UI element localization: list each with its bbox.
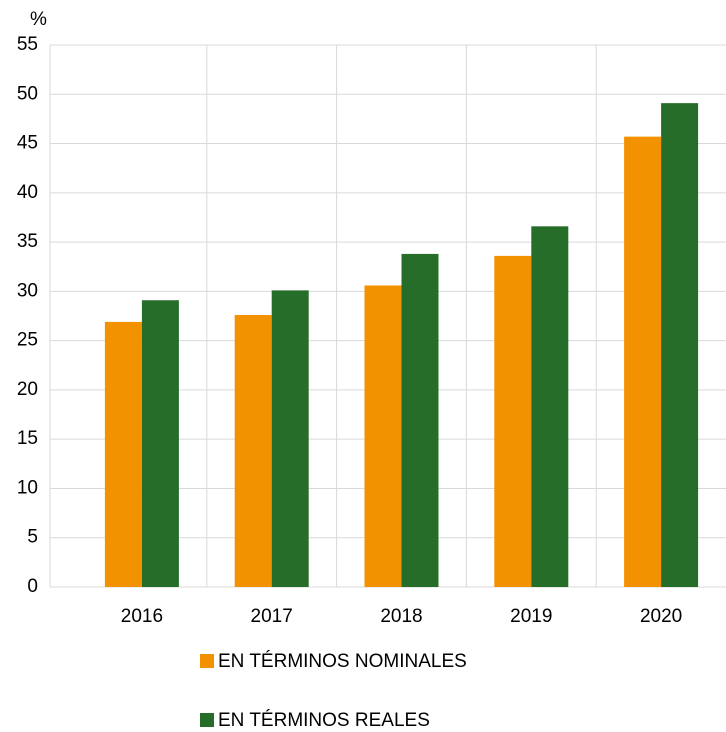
- y-tick-label: 50: [17, 83, 38, 104]
- y-tick-label: 0: [27, 576, 38, 597]
- x-tick-label: 2017: [251, 606, 293, 627]
- y-tick-label: 10: [17, 477, 38, 498]
- y-tick-label: 20: [17, 379, 38, 400]
- bar: [661, 103, 699, 587]
- y-unit: %: [30, 9, 47, 30]
- bar: [234, 315, 272, 587]
- y-tick-label: 35: [17, 231, 38, 252]
- y-tick-label: 15: [17, 428, 38, 449]
- bar: [401, 253, 439, 587]
- bar: [494, 255, 532, 587]
- bar: [271, 290, 309, 587]
- y-tick-label: 25: [17, 330, 38, 351]
- bar: [364, 285, 402, 587]
- y-tick-label: 5: [27, 527, 38, 548]
- bar: [104, 321, 142, 587]
- bar: [624, 136, 662, 587]
- legend-swatch: [200, 713, 214, 727]
- bar: [141, 300, 179, 587]
- y-tick-label: 30: [17, 280, 38, 301]
- legend-label: EN TÉRMINOS REALES: [218, 710, 430, 731]
- y-tick-label: 55: [17, 34, 38, 55]
- x-tick-label: 2018: [380, 606, 422, 627]
- legend-label: EN TÉRMINOS NOMINALES: [218, 651, 467, 672]
- x-tick-label: 2016: [121, 606, 163, 627]
- legend-swatch: [200, 654, 214, 668]
- y-tick-label: 45: [17, 133, 38, 154]
- y-tick-label: 40: [17, 182, 38, 203]
- x-tick-label: 2020: [640, 606, 682, 627]
- x-tick-label: 2019: [510, 606, 552, 627]
- bar: [531, 226, 569, 587]
